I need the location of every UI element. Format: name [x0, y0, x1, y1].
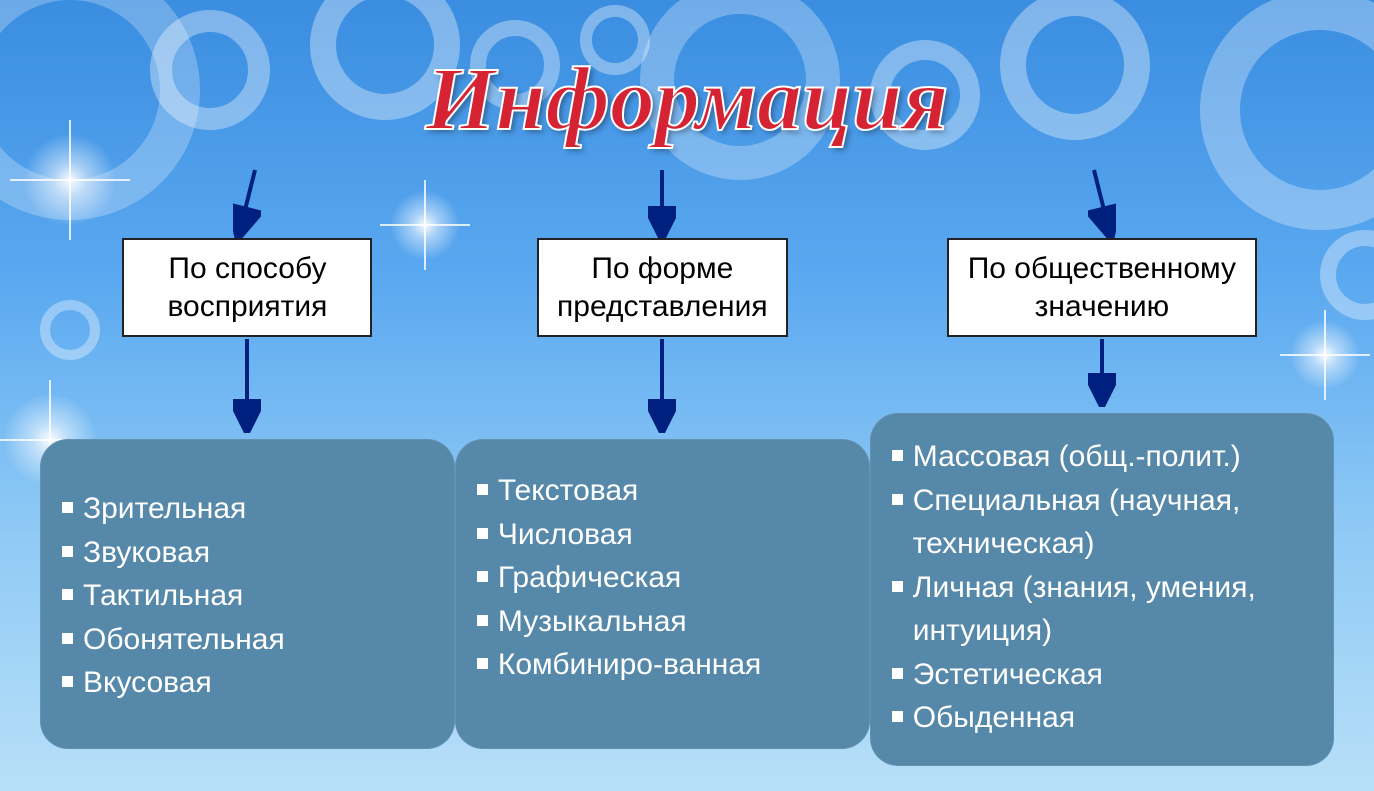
- arrow-down-icon: [1088, 168, 1116, 238]
- list-item: Графическая: [477, 556, 846, 600]
- list-item-label: Музыкальная: [498, 600, 687, 644]
- list-item: Массовая (общ.-полит.): [892, 435, 1310, 479]
- list-item-label: Комбиниро-ванная: [498, 643, 761, 687]
- category-line: представления: [557, 288, 768, 326]
- bullet-icon: [892, 581, 903, 592]
- list-item-label: Вкусовая: [83, 661, 212, 705]
- bullet-icon: [477, 528, 488, 539]
- arrow-down-icon: [648, 168, 676, 238]
- bullet-icon: [892, 450, 903, 461]
- list-item: Комбиниро-ванная: [477, 643, 846, 687]
- list-item: Эстетическая: [892, 653, 1310, 697]
- bullet-icon: [477, 615, 488, 626]
- list-item-label: Числовая: [498, 513, 633, 557]
- page-title: Информация: [425, 50, 948, 149]
- category-line: По форме: [557, 250, 768, 288]
- col-social: По общественному значению Массовая (общ.…: [870, 168, 1334, 766]
- bullet-icon: [892, 494, 903, 505]
- arrow-down-icon: [233, 337, 261, 433]
- list-box-form: Текстовая Числовая Графическая Музыкальн…: [455, 439, 870, 749]
- bullet-icon: [62, 546, 73, 557]
- category-box-social: По общественному значению: [947, 238, 1257, 337]
- list-item-label: Личная (знания, умения, интуиция): [913, 566, 1310, 653]
- category-line: восприятия: [142, 288, 352, 326]
- list-item-label: Текстовая: [498, 469, 638, 513]
- bullet-icon: [477, 658, 488, 669]
- list-item-label: Тактильная: [83, 574, 243, 618]
- arrow-down-icon: [648, 337, 676, 433]
- list-item: Звуковая: [62, 531, 431, 575]
- bullet-icon: [892, 668, 903, 679]
- col-perception: По способу восприятия Зрительная Звукова…: [40, 168, 455, 766]
- list-item-label: Звуковая: [83, 531, 210, 575]
- arrow-down-icon: [233, 168, 261, 238]
- list-item: Вкусовая: [62, 661, 431, 705]
- list-item-label: Обонятельная: [83, 618, 285, 662]
- bullet-icon: [62, 676, 73, 687]
- list-item: Текстовая: [477, 469, 846, 513]
- list-item: Обонятельная: [62, 618, 431, 662]
- list-item: Тактильная: [62, 574, 431, 618]
- arrow-down-icon: [1088, 337, 1116, 407]
- columns: По способу восприятия Зрительная Звукова…: [0, 168, 1374, 766]
- col-form: По форме представления Текстовая Числова…: [455, 168, 870, 766]
- list-item-label: Массовая (общ.-полит.): [913, 435, 1241, 479]
- list-item-label: Графическая: [498, 556, 681, 600]
- category-box-form: По форме представления: [537, 238, 788, 337]
- list-item: Музыкальная: [477, 600, 846, 644]
- bullet-icon: [477, 484, 488, 495]
- bullet-icon: [477, 571, 488, 582]
- list-box-social: Массовая (общ.-полит.) Специальная (науч…: [870, 413, 1334, 766]
- bullet-icon: [62, 502, 73, 513]
- bullet-icon: [62, 589, 73, 600]
- category-box-perception: По способу восприятия: [122, 238, 372, 337]
- category-line: По общественному: [967, 250, 1237, 288]
- list-item: Зрительная: [62, 487, 431, 531]
- list-item: Обыденная: [892, 696, 1310, 740]
- list-item: Специальная (научная, техническая): [892, 479, 1310, 566]
- list-item-label: Обыденная: [913, 696, 1075, 740]
- list-item-label: Эстетическая: [913, 653, 1103, 697]
- title-wrap: Информация: [0, 48, 1374, 151]
- category-line: По способу: [142, 250, 352, 288]
- list-item: Числовая: [477, 513, 846, 557]
- bullet-icon: [62, 633, 73, 644]
- bullet-icon: [892, 711, 903, 722]
- list-box-perception: Зрительная Звуковая Тактильная Обонятель…: [40, 439, 455, 749]
- list-item-label: Специальная (научная, техническая): [913, 479, 1310, 566]
- list-item-label: Зрительная: [83, 487, 246, 531]
- list-item: Личная (знания, умения, интуиция): [892, 566, 1310, 653]
- category-line: значению: [967, 288, 1237, 326]
